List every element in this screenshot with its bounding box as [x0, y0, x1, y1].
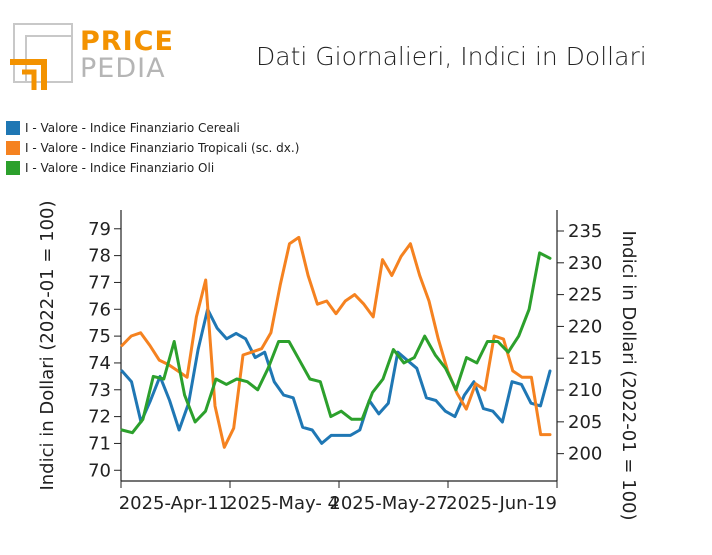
legend-swatch [6, 141, 20, 155]
legend-item: I - Valore - Indice Finanziario Tropical… [6, 138, 299, 158]
y-right-tick-label: 205 [568, 412, 602, 433]
logo-mark-icon [10, 23, 73, 90]
x-tick-label: 2025-May-27 [329, 493, 448, 514]
y-left-tick-label: 79 [88, 219, 111, 240]
y-right-tick-label: 200 [568, 444, 602, 465]
y-axis-right-title: Indici in Dollari (2022-01 = 100) [618, 230, 639, 520]
legend-swatch [6, 121, 20, 135]
legend-item: I - Valore - Indice Finanziario Cereali [6, 118, 299, 138]
x-tick-label: 2025-Jun-19 [446, 493, 557, 514]
pricepedia-logo: PRICE PEDIA [8, 18, 173, 90]
y-left-tick-label: 78 [88, 246, 111, 267]
chart-legend: I - Valore - Indice Finanziario Cereali I… [6, 118, 299, 178]
y-axis-left-title: Indici in Dollari (2022-01 = 100) [37, 200, 58, 490]
x-tick-label: 2025-Apr-11 [119, 493, 230, 514]
legend-item: I - Valore - Indice Finanziario Oli [6, 158, 299, 178]
y-left-tick-label: 70 [88, 460, 111, 481]
y-left-tick-label: 77 [88, 272, 111, 293]
logo-word-price: PRICE [80, 26, 174, 57]
y-left-tick-label: 72 [88, 407, 111, 428]
y-right-tick-label: 230 [568, 253, 602, 274]
series-line [120, 235, 552, 449]
series-line [120, 251, 552, 435]
y-left-tick-label: 74 [88, 353, 111, 374]
y-right-tick-label: 215 [568, 348, 602, 369]
y-left-tick-label: 76 [88, 299, 111, 320]
y-right-tick-label: 225 [568, 285, 602, 306]
series-line [120, 307, 552, 445]
y-left-tick-label: 71 [88, 433, 111, 454]
x-tick-label: 2025-May- 4 [226, 493, 339, 514]
y-left-tick-label: 75 [88, 326, 111, 347]
legend-label: I - Valore - Indice Finanziario Cereali [25, 121, 240, 135]
legend-swatch [6, 161, 20, 175]
legend-label: I - Valore - Indice Finanziario Tropical… [25, 141, 300, 155]
y-right-tick-label: 235 [568, 221, 602, 242]
legend-label: I - Valore - Indice Finanziario Oli [25, 161, 215, 175]
y-right-tick-label: 210 [568, 380, 602, 401]
y-left-tick-label: 73 [88, 380, 111, 401]
chart-title: Dati Giornalieri, Indici in Dollari [256, 42, 647, 71]
y-right-tick-label: 220 [568, 316, 602, 337]
logo-word-pedia: PEDIA [80, 53, 166, 84]
